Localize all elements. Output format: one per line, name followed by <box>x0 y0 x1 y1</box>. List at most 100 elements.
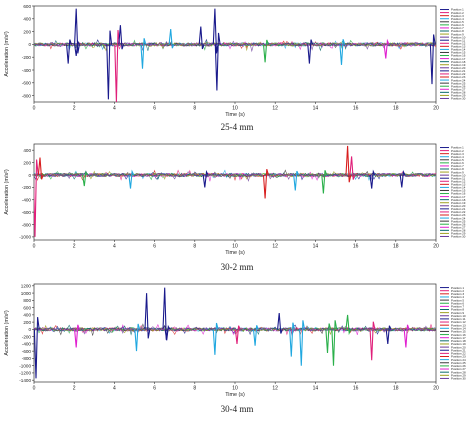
y-tick-label: 1000 <box>21 291 32 296</box>
spike-mark <box>385 325 392 344</box>
x-tick-label: 14 <box>313 386 319 392</box>
legend-entry: Position 30 <box>451 97 466 101</box>
legend-entry: Position 21 <box>451 348 466 352</box>
plot-area <box>33 5 437 103</box>
legend-entry: Position 14 <box>451 327 466 331</box>
legend-entry: Position 15 <box>451 189 466 193</box>
spike-mark <box>321 170 328 194</box>
x-tick-label: 0 <box>33 386 36 392</box>
legend-entry: Position 24 <box>451 358 466 362</box>
spike-mark <box>198 26 205 50</box>
chart-1: 600 400 200 0 -200 -400 -600 -800 0 2 4 6 8 10 12 14 16 1… <box>4 4 466 118</box>
legend-entry: Position 6 <box>451 23 464 27</box>
chart-caption-3: 30-4 mm <box>220 404 254 414</box>
y-tick-label: 0 <box>28 42 31 47</box>
x-tick-label: 16 <box>353 244 359 250</box>
spike-mark <box>168 28 175 49</box>
legend-entry: Position 12 <box>451 320 466 324</box>
y-tick-label: -800 <box>22 93 32 98</box>
spike-mark <box>66 39 72 64</box>
legend-entry: Position 28 <box>451 229 466 233</box>
legend-entry: Position 1 <box>451 8 464 12</box>
x-tick-label: 20 <box>433 386 439 392</box>
y-tick-label: 200 <box>23 160 31 165</box>
legend-entry: Position 4 <box>451 295 464 299</box>
legend-entry: Position 21 <box>451 207 466 211</box>
spike-mark <box>383 38 390 59</box>
y-tick-label: 200 <box>23 29 31 34</box>
x-tick-label: 12 <box>272 106 278 112</box>
spike-mark <box>252 325 259 346</box>
series-line <box>34 171 436 182</box>
legend-entry: Position 11 <box>451 176 466 180</box>
spike-mark <box>114 29 121 102</box>
y-tick-label: 400 <box>23 148 31 153</box>
spike-mark <box>307 39 314 64</box>
y-tick-label: -400 <box>22 342 32 347</box>
legend-entry: Position 11 <box>451 317 466 321</box>
x-tick-label: 12 <box>272 244 278 250</box>
x-tick-label: 6 <box>153 244 156 250</box>
legend-entry: Position 7 <box>451 305 464 309</box>
legend-entry: Position 10 <box>451 35 466 39</box>
legend-entry: Position 27 <box>451 367 466 371</box>
legend-entry: Position 17 <box>451 57 466 61</box>
spike-mark <box>262 168 269 199</box>
legend-entry: Position 17 <box>451 336 466 340</box>
y-tick-label: 400 <box>23 313 31 318</box>
spike-mark <box>34 159 39 237</box>
spike-mark <box>37 157 44 180</box>
legend-entry: Position 4 <box>451 17 464 21</box>
series-line <box>34 41 436 51</box>
x-tick-label: 18 <box>393 106 399 112</box>
legend-entry: Position 27 <box>451 225 466 229</box>
spike-mark <box>34 317 40 379</box>
x-tick-label: 12 <box>272 386 278 392</box>
legend-entry: Position 7 <box>451 26 464 30</box>
spike-mark <box>339 39 346 65</box>
x-tick-label: 2 <box>73 244 76 250</box>
legend-entry: Position 2 <box>451 289 464 293</box>
y-tick-label: -200 <box>22 185 32 190</box>
legend-entry: Position 3 <box>451 14 464 18</box>
legend-entry: Position 22 <box>451 72 466 76</box>
legend-entry: Position 24 <box>451 216 466 220</box>
legend-entry: Position 19 <box>451 63 466 67</box>
x-tick-label: 2 <box>73 106 76 112</box>
spike-mark <box>345 314 352 336</box>
series-group <box>34 287 436 379</box>
legend-entry: Position 19 <box>451 201 466 205</box>
legend-entry: Position 13 <box>451 323 466 327</box>
legend-entry: Position 30 <box>451 235 466 239</box>
spike-mark <box>214 32 221 91</box>
legend-entry: Position 16 <box>451 54 466 58</box>
x-tick-label: 8 <box>193 106 196 112</box>
x-tick-label: 10 <box>232 244 238 250</box>
chart-panel-2: 400 200 0 -200 -400 -600 -800 -1000 0 2 4 6 8 10 12 14 1… <box>0 138 474 258</box>
spike-mark <box>277 312 283 334</box>
legend-entry: Position 5 <box>451 158 464 162</box>
legend-entry: Position 8 <box>451 308 464 312</box>
y-tick-label: 1200 <box>21 284 32 289</box>
legend-entry: Position 30 <box>451 377 466 381</box>
legend-entry: Position 8 <box>451 29 464 33</box>
legend-entry: Position 25 <box>451 81 466 85</box>
legend-entry: Position 1 <box>451 286 464 290</box>
x-tick-label: 8 <box>193 386 196 392</box>
legend-entry: Position 6 <box>451 161 464 165</box>
legend-entry: Position 15 <box>451 51 466 55</box>
legend-entry: Position 26 <box>451 364 466 368</box>
spike-mark <box>106 30 113 100</box>
x-tick-label: 14 <box>313 244 319 250</box>
x-tick-label: 10 <box>232 386 238 392</box>
chart-3: 120010008006004002000-200-400-600-800-10… <box>4 284 466 398</box>
y-tick-label: -400 <box>22 198 32 203</box>
spike-mark <box>74 324 80 348</box>
y-axis-label: Acceleration (m/s²) <box>4 31 10 76</box>
x-tick-label: 16 <box>353 106 359 112</box>
x-axis-label: Time (s) <box>225 392 245 398</box>
series-line <box>34 324 436 336</box>
legend-entry: Position 20 <box>451 204 466 208</box>
x-tick-label: 20 <box>433 106 439 112</box>
spike-mark <box>164 324 171 341</box>
